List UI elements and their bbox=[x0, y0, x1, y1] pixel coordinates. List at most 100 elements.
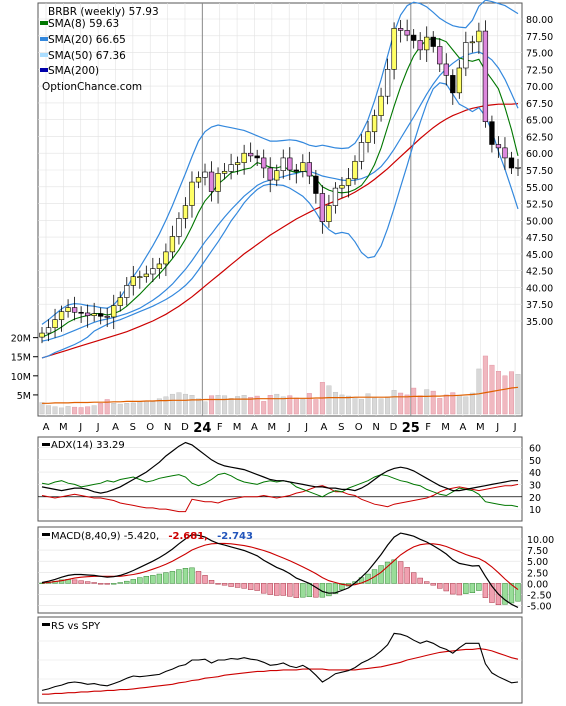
price-candles bbox=[39, 19, 521, 344]
volume-bar bbox=[332, 392, 338, 415]
rs-legend-swatch bbox=[42, 623, 50, 626]
volume-bar bbox=[124, 403, 130, 415]
adx-label: ADX(14) 33.29 bbox=[51, 440, 125, 451]
volume-bar bbox=[430, 390, 436, 415]
macd-hist-bar bbox=[71, 579, 78, 584]
candle-body bbox=[248, 152, 254, 157]
candle-body bbox=[378, 95, 384, 116]
volume-bar bbox=[385, 396, 391, 415]
candle-body bbox=[417, 40, 423, 51]
legend-sma50: SMA(50) 67.36 bbox=[48, 50, 126, 62]
volume-bar bbox=[404, 394, 410, 415]
candle-body bbox=[150, 268, 156, 275]
candle-body bbox=[130, 276, 136, 286]
macd-hist-value: -2.743 bbox=[217, 531, 253, 542]
volume-bar bbox=[456, 395, 462, 415]
macd-hist-bar bbox=[482, 583, 489, 598]
macd-hist-bar bbox=[254, 583, 260, 591]
volume-bar bbox=[391, 390, 397, 415]
volume-bar bbox=[228, 398, 234, 415]
volume-bar bbox=[46, 405, 52, 415]
volume-bar bbox=[222, 395, 228, 415]
macd-hist-bar bbox=[215, 583, 221, 585]
price-y-tick: 47.50 bbox=[526, 233, 553, 244]
month-label: M bbox=[268, 422, 277, 433]
legend-sma200: SMA(200) bbox=[48, 65, 99, 77]
candle-body bbox=[104, 316, 110, 318]
volume-bar bbox=[508, 371, 514, 415]
month-label: F bbox=[425, 422, 431, 433]
candle-body bbox=[169, 236, 176, 253]
candle-body bbox=[300, 162, 306, 172]
macd-hist-bar bbox=[293, 583, 299, 598]
macd-hist-bar bbox=[143, 576, 150, 584]
macd-hist-bar bbox=[339, 583, 345, 590]
macd-hist-bar bbox=[280, 583, 286, 596]
sma20-line bbox=[41, 51, 519, 342]
volume-bar bbox=[378, 398, 384, 415]
volume-bar bbox=[417, 395, 423, 415]
volume-bar bbox=[398, 392, 404, 415]
volume-bar bbox=[424, 389, 430, 415]
macd-hist-bar bbox=[78, 580, 84, 584]
macd-hist-bar bbox=[391, 559, 397, 584]
candle-body bbox=[424, 36, 430, 51]
volume-bar bbox=[365, 393, 371, 415]
macd-hist-bar bbox=[437, 583, 443, 589]
candle-body bbox=[91, 313, 97, 316]
volume-bar bbox=[196, 398, 201, 415]
month-label: S bbox=[338, 422, 344, 433]
macd-hist-bar bbox=[117, 582, 123, 584]
macd-hist-bar bbox=[306, 583, 313, 598]
candle-body bbox=[443, 63, 449, 76]
candle-body bbox=[143, 273, 149, 278]
rs-grid bbox=[38, 640, 522, 680]
adx-legend-swatch bbox=[42, 443, 50, 446]
volume-bar bbox=[104, 399, 110, 415]
candle-body bbox=[52, 319, 58, 329]
month-label: J bbox=[513, 422, 517, 433]
volume-bar bbox=[502, 375, 508, 415]
volume-bar bbox=[372, 397, 378, 415]
volume-bar bbox=[411, 387, 417, 415]
macd-hist-bar bbox=[287, 583, 293, 597]
candle-body bbox=[111, 305, 117, 318]
month-label: S bbox=[130, 422, 136, 433]
month-label: A bbox=[251, 422, 258, 433]
candle-body bbox=[411, 34, 417, 41]
adx-y-tick: 60 bbox=[529, 443, 541, 454]
rs-label: RS vs SPY bbox=[51, 621, 101, 632]
month-axis: A M J J A S O N D 24 F M A M J J A S O N D 25 F M A M J J bbox=[43, 421, 517, 436]
volume-bar bbox=[300, 398, 306, 415]
candle-body bbox=[84, 312, 91, 316]
adx-y-tick: 20 bbox=[529, 493, 541, 504]
month-label: N bbox=[372, 422, 379, 433]
adx-plus-di-line bbox=[41, 472, 519, 508]
macd-hist-bar bbox=[332, 583, 339, 594]
macd-hist-bar bbox=[450, 583, 456, 595]
macd-hist-bar bbox=[208, 580, 215, 584]
macd-legend-swatch bbox=[42, 533, 50, 536]
volume-bar bbox=[72, 406, 78, 415]
macd-label: MACD(8,40,9) -5.420, bbox=[51, 531, 159, 542]
volume-y-tick: 15M bbox=[11, 353, 31, 364]
macd-hist-bar bbox=[384, 561, 391, 584]
month-label: A bbox=[43, 422, 50, 433]
macd-hist-bar bbox=[104, 583, 110, 585]
legend-swatch-sma8 bbox=[40, 21, 48, 25]
volume-bar bbox=[495, 371, 501, 415]
volume-y-tick: 5M bbox=[17, 391, 31, 402]
candle-body bbox=[241, 152, 247, 163]
macd-line bbox=[41, 532, 519, 608]
volume-bar bbox=[326, 385, 332, 415]
volume-bar bbox=[267, 395, 273, 415]
candle-body bbox=[391, 28, 397, 70]
price-y-tick: 57.50 bbox=[526, 166, 553, 177]
volume-bar bbox=[143, 400, 149, 415]
macd-hist-bar bbox=[267, 583, 273, 595]
volume-bar bbox=[59, 407, 65, 415]
candle-body bbox=[39, 332, 45, 338]
price-y-tick: 60.00 bbox=[526, 149, 553, 160]
